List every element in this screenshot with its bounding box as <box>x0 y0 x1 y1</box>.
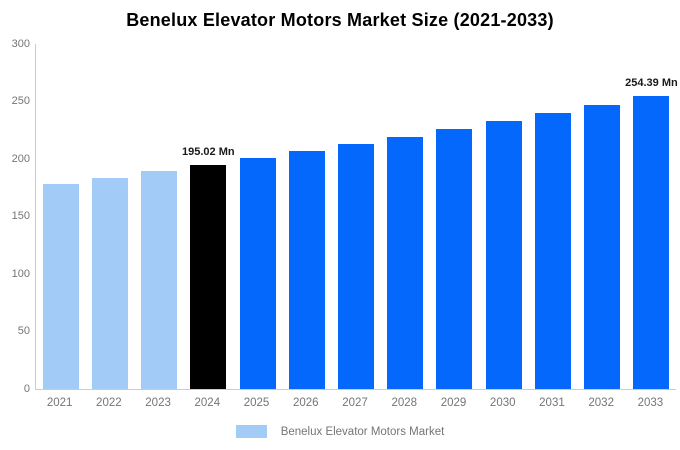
y-axis-tick-label: 100 <box>11 267 30 280</box>
bar-column-2032 <box>578 44 627 389</box>
bar-value-label-2033: 254.39 Mn <box>625 77 678 89</box>
bar-2030[interactable] <box>485 121 522 389</box>
bar-column-2024: 195.02 Mn <box>182 44 235 389</box>
x-axis-tick-label-2031: 2031 <box>539 397 565 409</box>
chart-title: Benelux Elevator Motors Market Size (202… <box>126 10 554 30</box>
bar-column-2026 <box>282 44 331 389</box>
bar-column-2021 <box>36 44 85 389</box>
x-axis-tick-label-2024: 2024 <box>194 397 221 409</box>
bar-2021[interactable] <box>42 184 79 389</box>
plot-area: 195.02 Mn 254.39 Mn <box>35 44 678 390</box>
bar-2022[interactable] <box>91 178 128 389</box>
legend[interactable]: Benelux Elevator Motors Market <box>0 425 680 438</box>
x-axis-tick-label-2033: 2033 <box>637 397 664 409</box>
x-axis-tick-label-2032: 2032 <box>588 397 614 409</box>
bar-2033[interactable] <box>633 96 670 389</box>
x-axis-tick-label-2029: 2029 <box>440 397 467 409</box>
y-axis-tick-label: 250 <box>11 95 30 107</box>
x-axis-labels: 2021 2022 2023 2024 2025 2026 2027 2028 2029 2030… <box>35 397 675 409</box>
y-axis-tick-label: 50 <box>17 325 30 337</box>
y-axis-tick-label: 0 <box>23 382 30 395</box>
bar-2027[interactable] <box>338 144 375 389</box>
x-axis-tick-label-2028: 2028 <box>391 397 418 409</box>
x-axis-tick-label-2025: 2025 <box>243 397 270 409</box>
x-axis-tick-label-2026: 2026 <box>292 397 319 409</box>
bar-column-2028 <box>381 44 430 389</box>
bar-value-label-2024: 195.02 Mn <box>182 146 235 158</box>
bar-2032[interactable] <box>584 105 621 389</box>
bar-column-2027 <box>331 44 380 389</box>
bar-column-2023 <box>134 44 183 389</box>
y-axis-tick-label: 300 <box>11 37 30 50</box>
bar-2028[interactable] <box>387 137 424 389</box>
x-axis-tick-label-2027: 2027 <box>342 397 368 409</box>
x-axis-tick-label-2030: 2030 <box>489 397 516 409</box>
y-axis-tick-label: 150 <box>11 210 30 222</box>
x-axis-tick-label-2021: 2021 <box>46 397 73 409</box>
legend-label: Benelux Elevator Motors Market <box>280 425 445 438</box>
bar-column-2033: 254.39 Mn <box>625 44 678 389</box>
bar-2029[interactable] <box>436 129 473 389</box>
bar-2025[interactable] <box>239 158 276 389</box>
bar-2031[interactable] <box>534 113 571 389</box>
bar-column-2022 <box>85 44 134 389</box>
bar-column-2025 <box>233 44 282 389</box>
y-axis-tick-label: 200 <box>11 152 30 165</box>
bar-2024[interactable] <box>190 165 227 389</box>
bar-column-2030 <box>479 44 528 389</box>
x-axis-tick-label-2023: 2023 <box>145 397 171 409</box>
x-axis-tick-label-2022: 2022 <box>96 397 122 409</box>
bar-column-2029 <box>430 44 479 389</box>
bar-column-2031 <box>528 44 577 389</box>
legend-swatch <box>235 425 267 438</box>
bar-2023[interactable] <box>141 171 178 389</box>
bar-2026[interactable] <box>288 151 325 389</box>
bars-row: 195.02 Mn 254.39 Mn <box>36 44 678 389</box>
